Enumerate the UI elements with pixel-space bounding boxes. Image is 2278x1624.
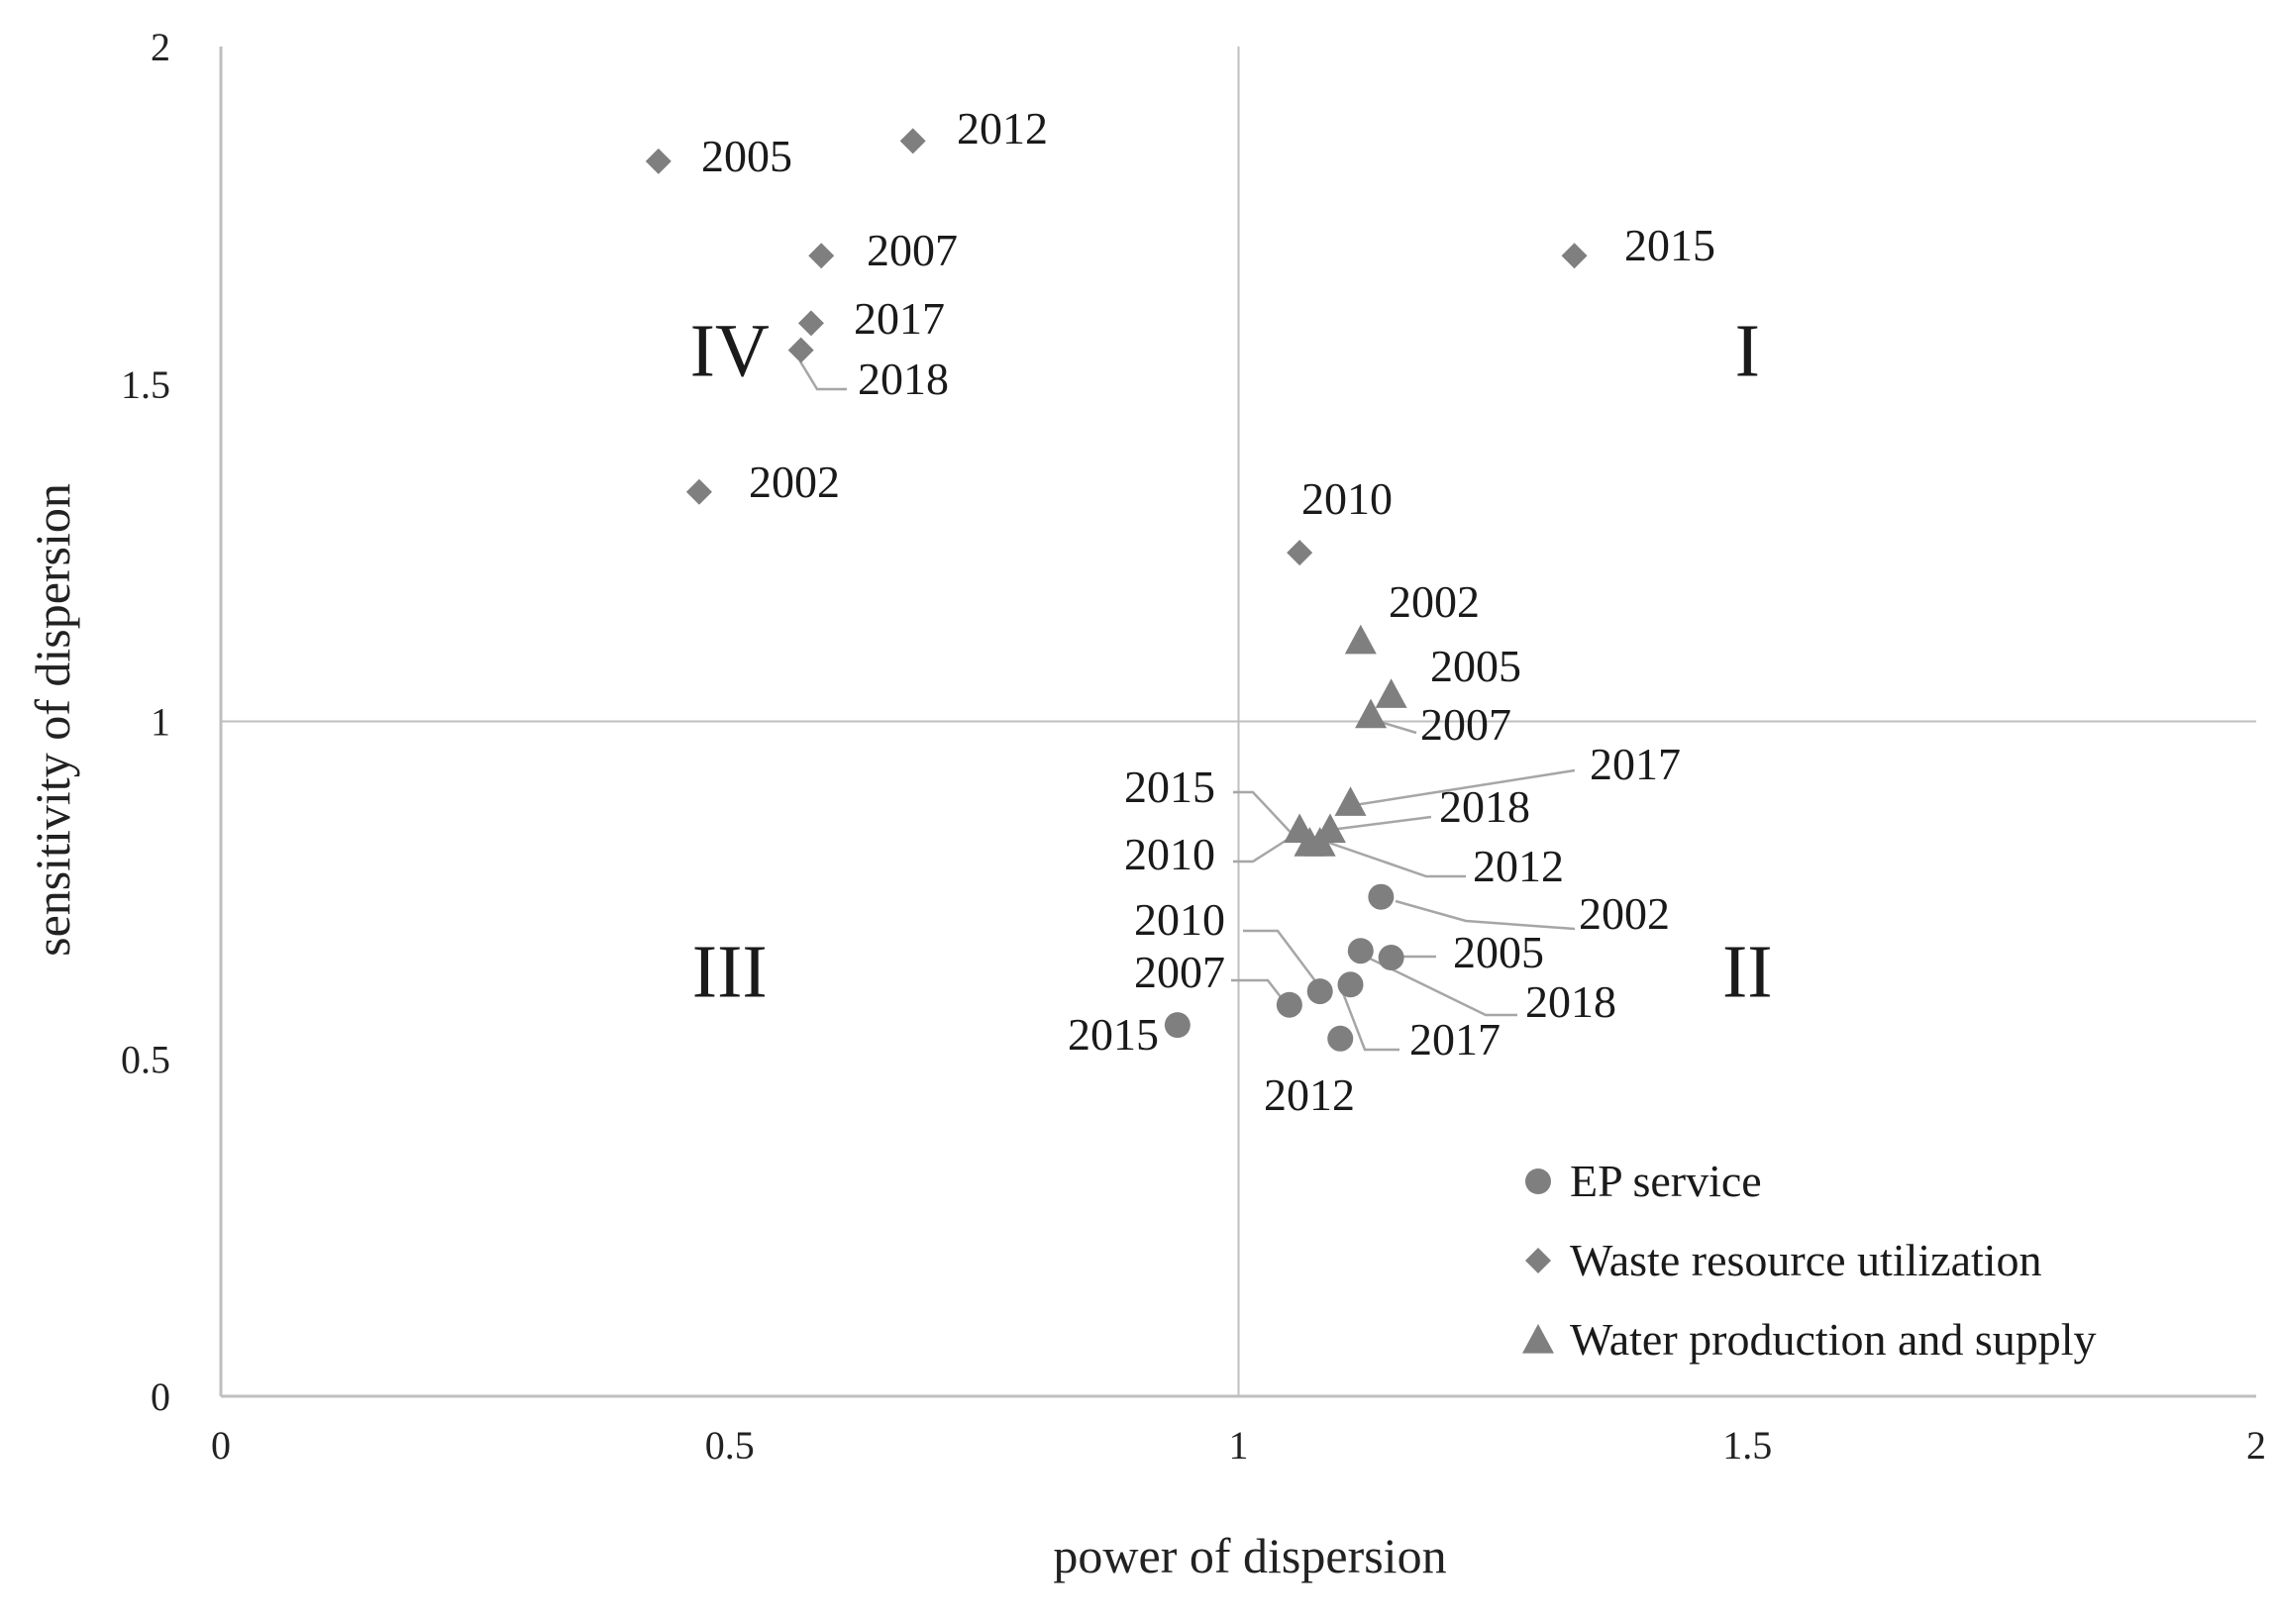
point-label: 2012 xyxy=(1473,841,1564,891)
leader-line xyxy=(798,360,847,391)
leader-lines xyxy=(798,360,1576,1052)
leader-line xyxy=(1233,790,1298,841)
leader-line xyxy=(1319,838,1466,878)
point-label: 2017 xyxy=(1409,1014,1501,1065)
triangle-point xyxy=(1355,698,1388,729)
x-tick-label: 2 xyxy=(2246,1423,2266,1468)
leader-line xyxy=(1243,929,1320,987)
y-axis-title: sensitivity of dispersion xyxy=(25,483,80,957)
circle-point xyxy=(1327,1025,1354,1052)
point-label: 2010 xyxy=(1124,829,1215,879)
diamond-point xyxy=(685,478,712,505)
leader-line xyxy=(1231,978,1286,1003)
point-label: 2018 xyxy=(858,354,949,404)
diamond-point xyxy=(899,128,926,154)
legend-entry: EP service xyxy=(1570,1156,1762,1206)
y-tick-label: 0.5 xyxy=(121,1037,170,1081)
point-label: 2017 xyxy=(854,293,945,344)
point-label: 2010 xyxy=(1301,473,1393,524)
point-label: 2012 xyxy=(957,103,1048,153)
point-label: 2017 xyxy=(1590,739,1681,789)
point-label: 2012 xyxy=(1264,1069,1355,1120)
point-label: 2015 xyxy=(1624,220,1715,270)
point-label: 2005 xyxy=(701,131,792,181)
x-tick-label: 0 xyxy=(211,1423,231,1468)
leader-line xyxy=(1341,768,1576,809)
quadrant-label: I xyxy=(1735,310,1760,393)
point-label: 2015 xyxy=(1124,761,1215,812)
diamond-point xyxy=(808,243,835,269)
x-tick-label: 0.5 xyxy=(705,1423,755,1468)
leader-line xyxy=(1329,815,1432,832)
y-tick-label: 1.5 xyxy=(121,362,170,407)
x-tick-label: 1 xyxy=(1229,1423,1249,1468)
point-label: 2002 xyxy=(1389,576,1480,627)
diamond-point xyxy=(797,310,824,337)
legend-circle-icon xyxy=(1525,1168,1551,1194)
y-tick-label: 2 xyxy=(151,25,170,69)
quadrant-label: IV xyxy=(690,310,770,393)
circle-point xyxy=(1337,971,1364,998)
circle-point xyxy=(1368,883,1395,910)
point-label: 2018 xyxy=(1439,781,1530,832)
point-label: 2015 xyxy=(1068,1009,1159,1060)
point-label: 2018 xyxy=(1525,976,1616,1027)
legend-diamond-icon xyxy=(1525,1248,1551,1273)
triangle-point xyxy=(1375,678,1407,708)
triangle-point xyxy=(1284,813,1316,844)
circle-point xyxy=(1378,945,1404,971)
legend-entry: Water production and supply xyxy=(1570,1314,2097,1365)
triangle-point xyxy=(1313,813,1346,844)
diamond-point xyxy=(787,337,814,363)
circle-point xyxy=(1276,991,1302,1018)
point-label: 2005 xyxy=(1430,641,1521,691)
circle-point xyxy=(1306,978,1333,1005)
legend-triangle-icon xyxy=(1522,1324,1554,1354)
leader-line xyxy=(1338,984,1399,1052)
diamond-point xyxy=(1561,243,1588,269)
circle-point xyxy=(1164,1012,1191,1039)
legend-entry: Waste resource utilization xyxy=(1570,1235,2042,1285)
data-markers xyxy=(645,128,1588,1052)
x-axis-title: power of dispersion xyxy=(1053,1528,1446,1583)
y-tick-label: 1 xyxy=(151,700,170,745)
y-tick-label: 0 xyxy=(151,1374,170,1419)
triangle-point xyxy=(1334,786,1367,816)
point-label: 2002 xyxy=(749,457,840,507)
diamond-point xyxy=(1287,540,1313,566)
point-label: 2007 xyxy=(1134,947,1225,997)
diamond-point xyxy=(645,148,672,174)
x-tick-label: 1.5 xyxy=(1722,1423,1772,1468)
leader-line xyxy=(1233,830,1300,863)
circle-point xyxy=(1347,938,1374,964)
legend: EP service Waste resource utilization Wate… xyxy=(1522,1156,2097,1365)
leader-line xyxy=(1395,899,1576,931)
point-label: 2005 xyxy=(1453,927,1544,977)
point-label: 2007 xyxy=(1420,699,1511,750)
quadrant-label: III xyxy=(692,931,768,1014)
point-label: 2007 xyxy=(867,225,958,275)
leader-line xyxy=(1359,952,1517,1017)
point-label: 2002 xyxy=(1579,888,1670,939)
triangle-point xyxy=(1344,624,1377,655)
quadrant-label: II xyxy=(1722,931,1773,1014)
point-label: 2010 xyxy=(1134,894,1225,945)
